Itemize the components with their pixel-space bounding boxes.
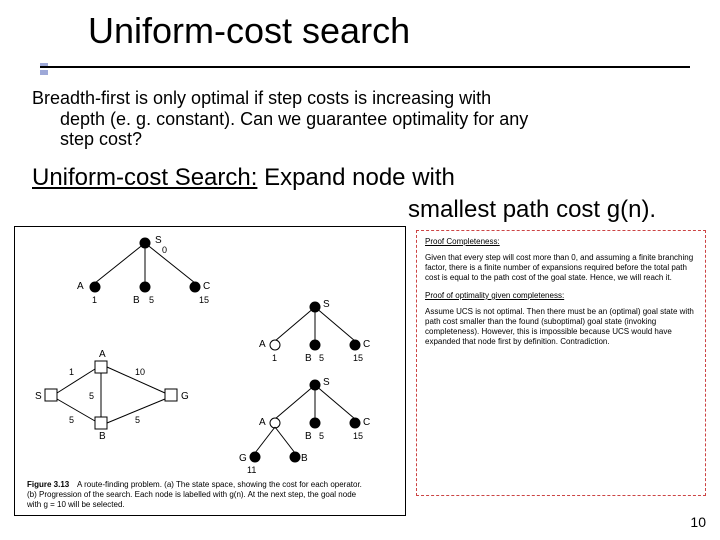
svg-text:B: B xyxy=(99,431,106,442)
intro-line: depth (e. g. constant). Can we guarantee… xyxy=(32,109,692,130)
intro-paragraph: Breadth-first is only optimal if step co… xyxy=(32,88,692,150)
title-divider xyxy=(40,66,690,68)
svg-text:B: B xyxy=(305,431,312,442)
slide: Uniform-cost search Breadth-first is onl… xyxy=(0,0,720,540)
page-number: 10 xyxy=(690,514,706,530)
subheading: Uniform-cost Search: Expand node with xyxy=(32,164,712,192)
svg-text:A: A xyxy=(99,349,106,360)
proof-title: Proof of optimality given completeness: xyxy=(425,291,697,301)
svg-text:5: 5 xyxy=(319,353,324,363)
svg-text:S: S xyxy=(323,377,330,388)
proof-box: Proof Completeness: Given that every ste… xyxy=(416,230,706,496)
node-label: S xyxy=(155,235,162,246)
figure-caption: with g = 10 will be selected. xyxy=(26,500,125,509)
svg-text:1: 1 xyxy=(272,353,277,363)
svg-text:11: 11 xyxy=(247,465,256,475)
svg-text:C: C xyxy=(363,417,370,428)
svg-text:1: 1 xyxy=(92,295,97,305)
svg-text:A: A xyxy=(77,281,84,292)
figure-caption-label: Figure 3.13 xyxy=(27,480,70,489)
figure: S 0 A 1 B 5 C 15 S A 1 B 5 C 15 xyxy=(14,226,406,516)
proof-paragraph: Given that every step will cost more tha… xyxy=(425,253,697,283)
svg-text:B: B xyxy=(301,453,308,464)
svg-text:S: S xyxy=(323,299,330,310)
svg-text:5: 5 xyxy=(319,431,324,441)
svg-text:0: 0 xyxy=(162,245,167,255)
svg-text:A: A xyxy=(259,417,266,428)
figure-svg: S 0 A 1 B 5 C 15 S A 1 B 5 C 15 xyxy=(15,227,405,515)
svg-text:15: 15 xyxy=(353,431,363,441)
svg-text:S: S xyxy=(35,391,42,402)
svg-text:B: B xyxy=(133,295,140,306)
page-title: Uniform-cost search xyxy=(88,10,410,52)
svg-text:5: 5 xyxy=(69,415,74,425)
svg-text:5: 5 xyxy=(135,415,140,425)
svg-text:G: G xyxy=(239,453,247,464)
subheading-after: Expand node with xyxy=(257,164,454,191)
svg-text:15: 15 xyxy=(353,353,363,363)
proof-paragraph: Assume UCS is not optimal. Then there mu… xyxy=(425,307,697,347)
subheading-label: Uniform-cost Search: xyxy=(32,164,257,191)
svg-text:G: G xyxy=(181,391,189,402)
proof-title: Proof Completeness: xyxy=(425,237,697,247)
svg-text:1: 1 xyxy=(69,367,74,377)
svg-text:B: B xyxy=(305,353,312,364)
svg-text:10: 10 xyxy=(135,367,145,377)
accent-bar-icon xyxy=(40,70,48,75)
svg-text:A: A xyxy=(259,339,266,350)
subheading-continuation: smallest path cost g(n). xyxy=(408,196,656,224)
svg-text:C: C xyxy=(203,281,210,292)
svg-text:15: 15 xyxy=(199,295,209,305)
intro-line: step cost? xyxy=(32,129,692,150)
svg-text:5: 5 xyxy=(89,391,94,401)
figure-caption: (b) Progression of the search. Each node… xyxy=(27,490,357,499)
svg-text:5: 5 xyxy=(149,295,154,305)
figure-caption: A route-finding problem. (a) The state s… xyxy=(77,480,362,489)
intro-line: Breadth-first is only optimal if step co… xyxy=(32,88,491,108)
tree-top xyxy=(90,238,200,292)
svg-text:C: C xyxy=(363,339,370,350)
